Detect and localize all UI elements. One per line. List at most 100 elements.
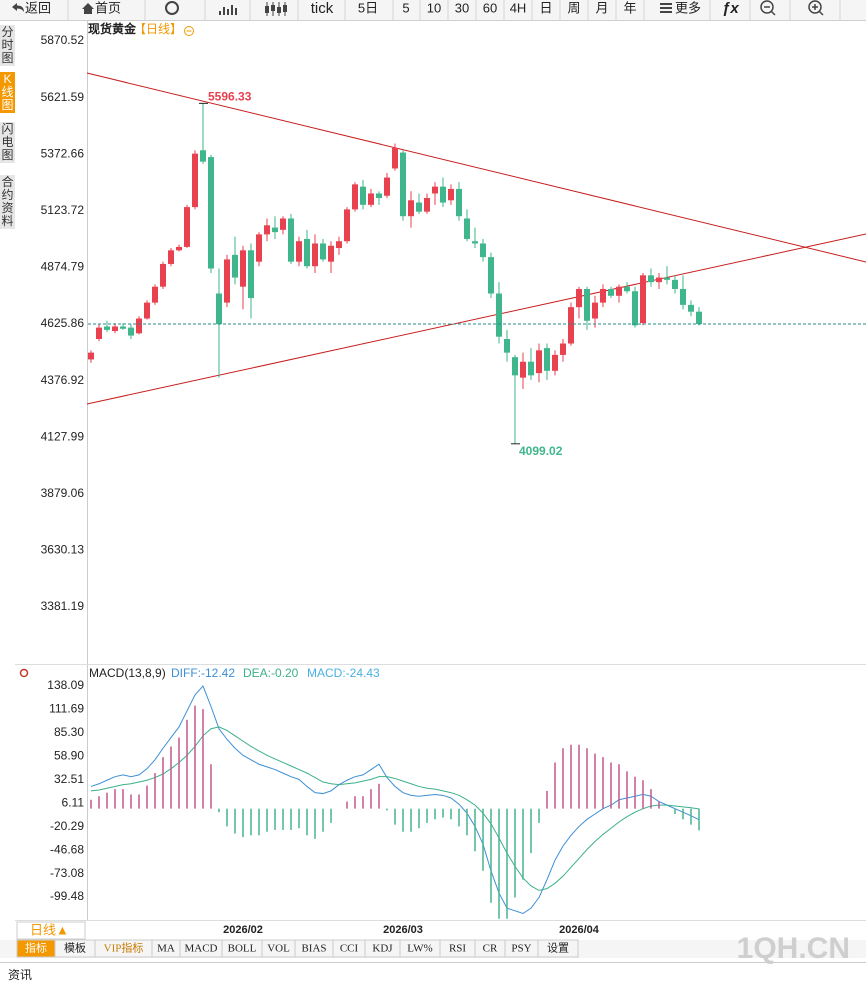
candle-body bbox=[208, 157, 214, 269]
candle-body bbox=[496, 293, 502, 337]
fx-icon[interactable]: ƒx bbox=[722, 0, 739, 17]
candle-body bbox=[632, 291, 638, 326]
toolbar-button[interactable]: tick bbox=[311, 0, 334, 17]
candle-body bbox=[240, 250, 246, 287]
toolbar bbox=[0, 0, 866, 20]
y-tick-label: 85.30 bbox=[54, 725, 84, 739]
sidebar-tab[interactable]: 合约资料 bbox=[0, 175, 15, 229]
home-icon[interactable] bbox=[82, 3, 94, 14]
sidebar-tab[interactable]: 分时图 bbox=[0, 25, 15, 66]
candle-body bbox=[528, 361, 534, 376]
indicator-tab-label[interactable]: MACD bbox=[184, 943, 217, 955]
y-tick-label: 5621.59 bbox=[41, 90, 85, 104]
indicator-tab-label[interactable]: MA bbox=[157, 943, 175, 955]
toolbar-button[interactable]: 年 bbox=[623, 0, 636, 15]
y-tick-label: 5870.52 bbox=[41, 33, 85, 47]
candle-body bbox=[440, 186, 446, 203]
indicator-tab-label[interactable]: CCI bbox=[340, 943, 359, 955]
refresh-icon[interactable] bbox=[165, 1, 179, 15]
candle-body bbox=[144, 302, 150, 319]
chart-subtitle: 【日线】 bbox=[134, 22, 182, 36]
sidebar-tab[interactable]: K线图 bbox=[0, 72, 15, 113]
indicator-tab-label[interactable]: 设置 bbox=[547, 942, 569, 955]
high-label: 5596.33 bbox=[208, 90, 252, 104]
watermark: 1QH.CN bbox=[737, 932, 850, 965]
y-tick-label: 3630.13 bbox=[41, 543, 85, 557]
legend-entry: DIFF:-12.42 bbox=[171, 666, 235, 680]
y-tick-label: -20.29 bbox=[50, 819, 84, 833]
indicator-tab-label[interactable]: RSI bbox=[449, 943, 466, 955]
collapse-icon[interactable] bbox=[184, 26, 194, 36]
toolbar-button[interactable]: 更多 bbox=[675, 0, 701, 15]
toolbar-button[interactable]: 返回 bbox=[25, 0, 51, 15]
y-tick-label: -46.68 bbox=[50, 842, 84, 856]
period-button[interactable] bbox=[16, 921, 86, 940]
y-tick-label: 32.51 bbox=[54, 772, 84, 786]
sidebar-tab[interactable]: 闪电图 bbox=[0, 122, 15, 163]
candle-body bbox=[560, 343, 566, 355]
candle-body bbox=[104, 326, 110, 330]
toolbar-button[interactable]: 60 bbox=[483, 0, 497, 15]
toolbar-button[interactable]: 5日 bbox=[358, 0, 378, 15]
y-tick-label: 6.11 bbox=[62, 795, 85, 809]
candle-body bbox=[648, 275, 654, 283]
candle-body bbox=[272, 227, 278, 233]
candle-body bbox=[280, 218, 286, 230]
toolbar-button[interactable]: 5 bbox=[402, 0, 409, 15]
settings-icon[interactable] bbox=[19, 668, 29, 678]
indicator-tab-label[interactable]: 指标 bbox=[25, 941, 47, 955]
period-label[interactable]: 日线▲ bbox=[30, 922, 69, 937]
candle-body bbox=[232, 254, 238, 278]
indicator-tab-label[interactable]: KDJ bbox=[372, 943, 393, 955]
toolbar-button[interactable]: 4H bbox=[510, 0, 527, 15]
candle-body bbox=[168, 250, 174, 264]
zoom-out-icon[interactable] bbox=[760, 0, 774, 14]
toolbar-button[interactable]: 月 bbox=[595, 0, 608, 15]
indicator-tab-label[interactable]: VIP指标 bbox=[104, 941, 144, 955]
candle-body bbox=[336, 241, 342, 249]
candle-body bbox=[680, 288, 686, 305]
chart-title: 现货黄金 bbox=[88, 21, 137, 36]
candle-body bbox=[424, 198, 430, 212]
candle-body bbox=[328, 245, 334, 262]
candle-body bbox=[432, 186, 438, 194]
candle-body bbox=[688, 304, 694, 312]
candle-body bbox=[544, 348, 550, 371]
indicator-tab-label[interactable]: 模板 bbox=[64, 941, 86, 955]
candle-body bbox=[296, 241, 302, 262]
indicator-tab-label[interactable]: VOL bbox=[267, 943, 290, 955]
toolbar-button[interactable]: 周 bbox=[567, 0, 580, 15]
candle-body bbox=[152, 286, 158, 303]
candle-body bbox=[512, 357, 518, 376]
toolbar-button[interactable]: 首页 bbox=[95, 0, 121, 15]
zoom-in-icon[interactable] bbox=[808, 0, 822, 14]
candle-body bbox=[160, 263, 166, 287]
toolbar-button[interactable]: 30 bbox=[455, 0, 469, 15]
y-tick-label: 4127.99 bbox=[41, 429, 85, 443]
indicator-tab-label[interactable]: BIAS bbox=[301, 943, 326, 955]
candle-body bbox=[288, 218, 294, 262]
toolbar-button[interactable]: 10 bbox=[427, 0, 441, 15]
candle-body bbox=[360, 186, 366, 205]
footer-tab[interactable]: 资讯 bbox=[8, 968, 32, 982]
indicator-tab[interactable] bbox=[537, 939, 579, 958]
candle-body bbox=[600, 288, 606, 303]
candle-body bbox=[312, 243, 318, 267]
candle-body bbox=[536, 350, 542, 374]
indicator-tab-label[interactable]: LW% bbox=[407, 943, 432, 955]
menu-icon[interactable] bbox=[660, 3, 672, 13]
y-tick-label: 58.90 bbox=[54, 749, 84, 763]
indicator-tab-label[interactable]: BOLL bbox=[228, 943, 257, 955]
indicator-tab-label[interactable]: CR bbox=[483, 943, 498, 955]
candle-body bbox=[552, 354, 558, 371]
x-tick-label: 2026/02 bbox=[223, 924, 263, 936]
indicator-tab-label[interactable]: PSY bbox=[511, 943, 531, 955]
candle-body bbox=[520, 361, 526, 378]
back-icon[interactable] bbox=[12, 3, 24, 12]
macd-line bbox=[90, 685, 700, 915]
candle-body bbox=[264, 225, 270, 235]
bar-icon[interactable] bbox=[219, 5, 237, 15]
toolbar-button[interactable]: 日 bbox=[539, 0, 552, 15]
